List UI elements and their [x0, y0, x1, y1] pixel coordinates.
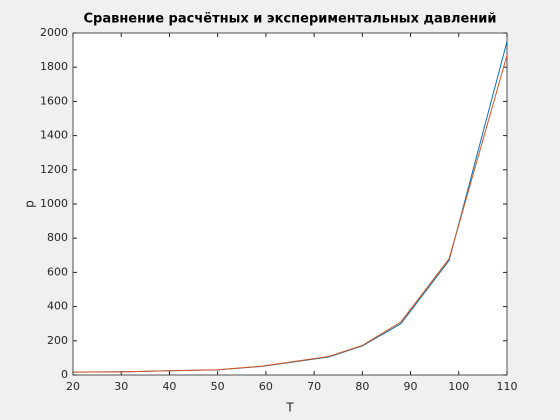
x-tick-label: 90: [404, 380, 418, 393]
y-tick-label: 2000: [40, 26, 68, 39]
series-line: [72, 55, 508, 373]
x-tick-label: 30: [114, 380, 128, 393]
y-tick-label: 1400: [40, 129, 68, 142]
y-tick-label: 1600: [40, 94, 68, 107]
y-tick-label: 1000: [40, 197, 68, 210]
y-tick-label: 400: [47, 300, 68, 313]
x-axis-label: T: [285, 401, 294, 415]
x-tick-label: 40: [162, 380, 176, 393]
x-tick-label: 60: [259, 380, 273, 393]
y-tick-label: 1200: [40, 163, 68, 176]
y-tick-label: 1800: [40, 60, 68, 73]
axes-box: [72, 32, 508, 376]
y-tick-label: 0: [61, 368, 68, 381]
chart-title: Сравнение расчётных и экспериментальных …: [83, 12, 496, 27]
x-tick-label: 70: [307, 380, 321, 393]
x-tick-label: 20: [66, 380, 80, 393]
y-tick-label: 800: [47, 231, 68, 244]
x-tick-label: 50: [211, 380, 225, 393]
x-tick-label: 100: [448, 380, 469, 393]
x-tick-label: 110: [497, 380, 518, 393]
y-tick-label: 600: [47, 265, 68, 278]
y-tick-label: 200: [47, 334, 68, 347]
y-axis-label: p: [23, 200, 37, 208]
x-tick-label: 80: [355, 380, 369, 393]
